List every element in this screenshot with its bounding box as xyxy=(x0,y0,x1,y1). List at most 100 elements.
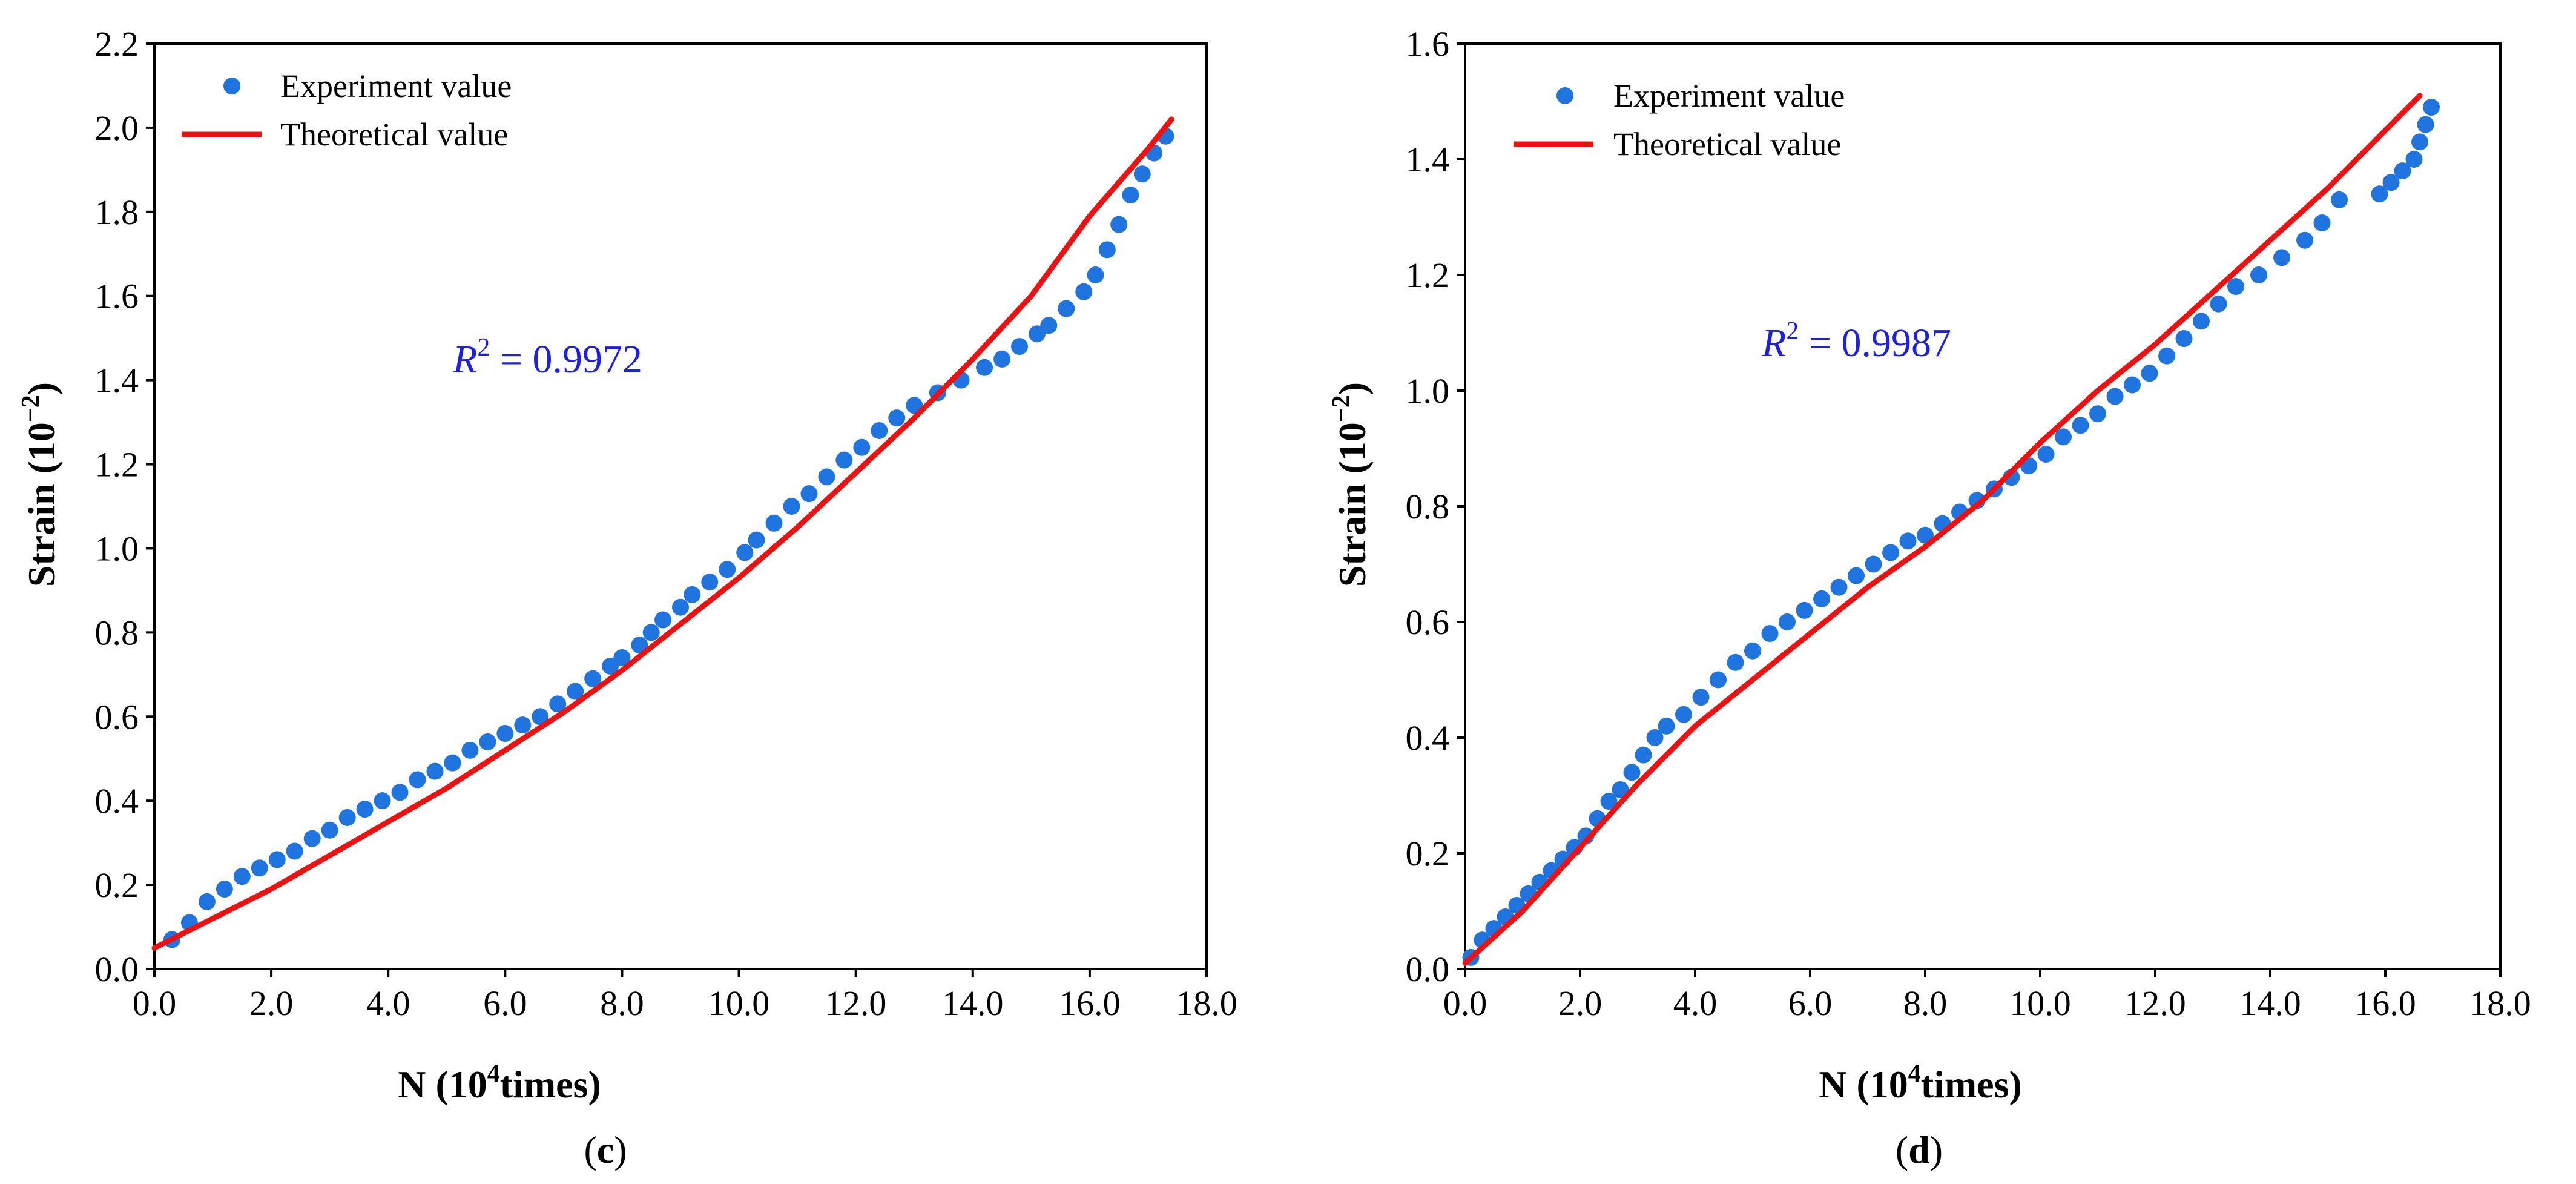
experiment-point xyxy=(1744,642,1761,660)
experiment-point xyxy=(701,574,719,591)
experiment-point xyxy=(719,561,736,578)
x-tick-label: 14.0 xyxy=(942,984,1004,1023)
experiment-point xyxy=(906,397,923,414)
legend-label-experiment: Experiment value xyxy=(1613,78,1845,114)
experiment-point xyxy=(1692,689,1710,706)
experiment-point xyxy=(748,531,765,549)
experiment-point xyxy=(2411,133,2428,151)
experiment-point xyxy=(654,611,672,629)
y-tick-label: 1.2 xyxy=(95,445,139,485)
experiment-point xyxy=(549,695,567,713)
experiment-point xyxy=(684,586,701,603)
experiment-point xyxy=(1623,764,1641,781)
x-tick-label: 12.0 xyxy=(825,984,887,1023)
experiment-point xyxy=(853,438,871,456)
experiment-point xyxy=(1058,300,1075,317)
experiment-point xyxy=(835,451,853,469)
experiment-point xyxy=(1865,555,1882,573)
y-tick-label: 1.2 xyxy=(1406,256,1450,295)
legend-label-theoretical: Theoretical value xyxy=(1613,126,1841,162)
x-tick-label: 4.0 xyxy=(1673,984,1718,1023)
y-tick-label: 0.8 xyxy=(1406,487,1450,526)
experiment-point xyxy=(532,708,549,726)
experiment-point xyxy=(514,716,532,734)
experiment-point xyxy=(2371,185,2388,203)
y-tick-label: 1.6 xyxy=(95,277,139,316)
x-tick-label: 12.0 xyxy=(2124,984,2186,1023)
experiment-point xyxy=(1122,187,1139,204)
experiment-point xyxy=(2124,376,2141,394)
experiment-point xyxy=(409,771,426,789)
y-tick-label: 2.0 xyxy=(95,108,139,148)
x-tick-label: 16.0 xyxy=(1059,984,1121,1023)
experiment-point xyxy=(1675,706,1692,723)
experiment-point xyxy=(286,842,303,860)
x-tick-label: 10.0 xyxy=(2009,984,2071,1023)
experiment-point xyxy=(268,851,286,868)
experiment-point xyxy=(2106,388,2124,405)
experiment-point xyxy=(1848,567,1865,584)
experiment-point xyxy=(303,830,321,847)
y-tick-label: 0.4 xyxy=(95,781,139,821)
x-tick-label: 0.0 xyxy=(133,984,177,1023)
experiment-point xyxy=(233,868,251,885)
x-tick-label: 18.0 xyxy=(1176,984,1237,1023)
experiment-point xyxy=(672,598,689,616)
r2-annotation: R2 = 0.9972 xyxy=(452,334,642,382)
experiment-point xyxy=(1761,625,1779,643)
experiment-point xyxy=(251,859,268,877)
experiment-point xyxy=(2037,446,2055,463)
y-tick-label: 1.8 xyxy=(95,193,139,232)
experiment-point xyxy=(391,784,409,801)
y-tick-label: 1.4 xyxy=(1406,140,1450,179)
experiment-point xyxy=(2193,313,2210,330)
experiment-point xyxy=(2313,214,2331,232)
y-tick-label: 1.0 xyxy=(1406,371,1450,411)
experiment-point xyxy=(818,468,835,486)
experiment-point xyxy=(1011,338,1029,356)
experiment-point xyxy=(1882,544,1899,561)
experiment-point xyxy=(2072,417,2089,434)
experiment-point xyxy=(765,514,783,532)
y-tick-label: 0.0 xyxy=(1406,950,1450,989)
y-tick-label: 0.2 xyxy=(95,865,139,905)
y-tick-label: 1.0 xyxy=(95,529,139,568)
experiment-point xyxy=(1040,317,1058,334)
legend-label-experiment: Experiment value xyxy=(280,68,512,104)
legend-marker-experiment xyxy=(1556,87,1573,104)
x-axis-title: N (104times) xyxy=(398,1060,601,1106)
experiment-point xyxy=(783,498,800,515)
x-tick-label: 4.0 xyxy=(366,984,410,1023)
x-tick-label: 6.0 xyxy=(1788,984,1833,1023)
experiment-point xyxy=(584,670,602,687)
y-tick-label: 1.4 xyxy=(95,361,139,400)
legend-label-theoretical: Theoretical value xyxy=(280,116,508,153)
experiment-point xyxy=(1133,165,1151,183)
experiment-point xyxy=(1899,532,1917,550)
y-tick-label: 0.0 xyxy=(95,950,139,989)
y-axis-ticks: 0.0 0.2 0.4 0.6 0.8 1.0 1.2 1.4 1.6 1.8 2.0 2.2 xyxy=(95,24,154,989)
experiment-point xyxy=(888,409,906,427)
experiment-point xyxy=(2158,347,2175,365)
y-axis-ticks: 0.0 0.2 0.4 0.6 0.8 1.0 1.2 1.4 1.6 xyxy=(1406,24,1465,989)
x-axis-title: N (104times) xyxy=(1819,1060,2022,1106)
panel-label: (c) xyxy=(584,1128,627,1171)
x-tick-label: 16.0 xyxy=(2354,984,2416,1023)
y-tick-label: 1.6 xyxy=(1406,24,1450,64)
x-tick-label: 10.0 xyxy=(708,984,770,1023)
experiment-point xyxy=(613,649,631,667)
experiment-point xyxy=(2273,249,2290,266)
experiment-point xyxy=(871,422,888,439)
y-tick-label: 0.6 xyxy=(1406,603,1450,642)
experiment-point xyxy=(1635,746,1652,764)
experiment-point xyxy=(2382,174,2400,191)
experiment-point xyxy=(2331,191,2348,208)
experiment-point xyxy=(1658,717,1675,735)
experiment-point xyxy=(444,754,461,772)
experiment-point xyxy=(2423,99,2440,116)
x-tick-label: 2.0 xyxy=(1558,984,1603,1023)
experiment-point xyxy=(198,893,216,910)
x-tick-label: 6.0 xyxy=(483,984,527,1023)
x-tick-label: 8.0 xyxy=(600,984,644,1023)
x-tick-label: 18.0 xyxy=(2469,984,2531,1023)
